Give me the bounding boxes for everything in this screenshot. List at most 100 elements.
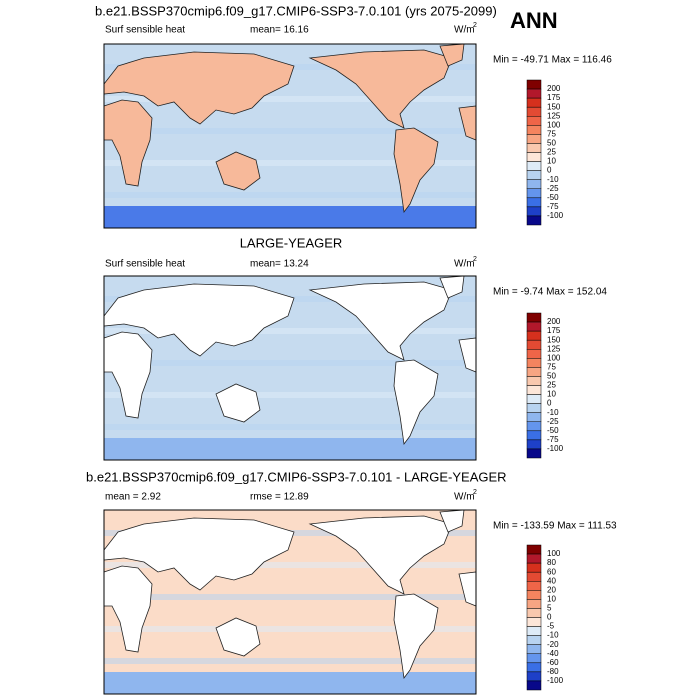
colorbar-label: 200 — [547, 84, 561, 93]
field-band — [104, 192, 476, 198]
colorbar-box — [526, 97, 542, 108]
colorbar-box — [526, 106, 542, 117]
colorbar-box — [526, 197, 542, 208]
colorbar-box — [526, 644, 542, 654]
colorbar-label: -50 — [547, 426, 559, 435]
colorbar-box — [526, 662, 542, 673]
colorbar-label: 20 — [547, 585, 556, 594]
colorbar-label: -10 — [547, 631, 559, 640]
colorbar-box — [526, 617, 542, 627]
map-frame — [103, 509, 477, 695]
colorbar-label: 40 — [547, 576, 556, 585]
units-power: 2 — [473, 489, 477, 496]
units: W/m — [454, 259, 475, 270]
colorbar-box — [526, 88, 542, 99]
colorbar-box — [526, 330, 542, 341]
colorbar-label: 10 — [547, 390, 556, 399]
colorbar-box — [526, 439, 542, 450]
colorbar-label: -20 — [547, 640, 559, 649]
map — [103, 275, 477, 461]
colorbar-label: -100 — [547, 676, 564, 685]
field-band — [104, 594, 476, 600]
colorbar-box — [526, 653, 542, 664]
field-band — [104, 96, 476, 102]
south-band — [104, 438, 476, 460]
colorbar-box — [526, 448, 542, 459]
colorbar-label: -80 — [547, 667, 559, 676]
field-band — [104, 562, 476, 568]
map-frame — [103, 275, 477, 461]
colorbar-label: 100 — [547, 120, 561, 129]
field-band — [104, 360, 476, 366]
colorbar-box — [526, 206, 542, 217]
colorbar-box — [526, 321, 542, 332]
field-band — [104, 392, 476, 398]
panel-title: b.e21.BSSP370cmip6.f09_g17.CMIP6-SSP3-7.… — [95, 3, 497, 18]
colorbar-label: 0 — [547, 613, 552, 622]
colorbar-label: -5 — [547, 622, 555, 631]
colorbar-label: 125 — [547, 344, 561, 353]
colorbar-label: 75 — [547, 129, 556, 138]
colorbar-box — [526, 339, 542, 350]
colorbar-box — [526, 385, 542, 395]
colorbar-box — [526, 134, 542, 144]
colorbar-box — [526, 312, 542, 323]
colorbar-box — [526, 358, 542, 368]
colorbar-label: 100 — [547, 353, 561, 362]
colorbar-box — [526, 608, 542, 618]
field-band — [104, 328, 476, 334]
colorbar-label: -75 — [547, 202, 559, 211]
panel-title: LARGE-YEAGER — [240, 235, 343, 250]
field-band — [104, 160, 476, 166]
panel-center-label: mean= 13.24 — [250, 259, 309, 270]
colorbar-box — [526, 179, 542, 189]
colorbar-box — [526, 581, 542, 591]
colorbar-label: 150 — [547, 102, 561, 111]
colorbar-box — [526, 590, 542, 600]
stats: Min = -133.59 Max = 111.53 — [493, 521, 617, 532]
colorbar-box — [526, 143, 542, 153]
colorbar-box — [526, 562, 542, 573]
colorbar-box — [526, 125, 542, 135]
colorbar-box — [526, 635, 542, 645]
colorbar-label: 175 — [547, 326, 561, 335]
colorbar-label: 10 — [547, 594, 556, 603]
south-band — [104, 672, 476, 694]
colorbar-box — [526, 680, 542, 691]
panel-left-label: Surf sensible heat — [105, 259, 185, 270]
colorbar-label: 75 — [547, 362, 556, 371]
colorbar-label: 100 — [547, 549, 561, 558]
colorbar-label: -100 — [547, 444, 564, 453]
panel-center-label: mean= 16.16 — [250, 25, 309, 36]
stats: Min = -9.74 Max = 152.04 — [493, 287, 607, 298]
colorbar-label: 200 — [547, 317, 561, 326]
colorbar-label: 0 — [547, 166, 552, 175]
colorbar-label: 60 — [547, 567, 556, 576]
colorbar-box — [526, 412, 542, 422]
colorbar-box — [526, 161, 542, 171]
colorbar-box — [526, 188, 542, 199]
colorbar-label: -10 — [547, 408, 559, 417]
colorbar-label: 25 — [547, 148, 556, 157]
colorbar-box — [526, 170, 542, 180]
colorbar-label: 25 — [547, 381, 556, 390]
panel-left-label: Surf sensible heat — [105, 25, 185, 36]
colorbar-label: -75 — [547, 435, 559, 444]
colorbar-box — [526, 544, 542, 555]
colorbar-label: 0 — [547, 399, 552, 408]
colorbar-label: 5 — [547, 604, 552, 613]
colorbar-box — [526, 367, 542, 377]
field-band — [104, 424, 476, 430]
colorbar-box — [526, 626, 542, 636]
colorbar-box — [526, 215, 542, 226]
colorbar-label: 150 — [547, 335, 561, 344]
panel-left-label: mean = 2.92 — [105, 492, 161, 503]
field-band — [104, 128, 476, 134]
map-frame — [103, 43, 477, 229]
colorbar-box — [526, 403, 542, 413]
colorbar-box — [526, 152, 542, 162]
colorbar-box — [526, 376, 542, 386]
map — [103, 509, 477, 695]
colorbar-box — [526, 116, 542, 126]
